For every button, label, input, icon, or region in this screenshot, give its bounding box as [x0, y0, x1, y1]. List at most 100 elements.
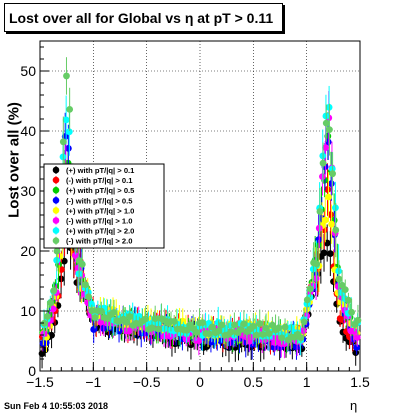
data-point	[332, 226, 340, 234]
data-point	[315, 236, 323, 243]
legend-marker	[52, 237, 60, 244]
data-point	[64, 144, 72, 152]
data-point	[316, 208, 324, 215]
data-point	[63, 72, 70, 80]
data-point	[348, 308, 355, 316]
data-point	[49, 305, 57, 313]
legend-entry: (-) with pT/|q| > 1.0	[66, 217, 132, 226]
data-point	[88, 300, 95, 308]
axes: −1.5 −1 −0.5 0 0.5 1 1.5 0 10 20 30 40 50	[20, 46, 370, 390]
data-point	[265, 330, 273, 337]
data-point	[50, 287, 58, 295]
legend-marker	[52, 197, 60, 204]
data-point	[154, 325, 162, 333]
legend-marker	[52, 186, 60, 194]
x-tick-label: 0	[196, 374, 204, 390]
legend-marker	[52, 207, 60, 214]
chart-title: Lost over all for Global vs η at pT > 0.…	[4, 3, 283, 32]
data-point	[326, 250, 334, 258]
legend-marker	[52, 217, 60, 224]
x-tick-label: 1	[303, 374, 311, 390]
data-point	[269, 321, 276, 329]
data-point	[90, 326, 98, 333]
legend-entry: (+) with pT/|q| > 0.1	[66, 166, 135, 175]
data-point	[170, 318, 178, 325]
data-point	[62, 116, 70, 124]
data-point	[85, 293, 93, 301]
data-point	[78, 260, 86, 268]
data-point	[322, 144, 330, 152]
data-point	[256, 320, 264, 327]
x-tick-label: 0.5	[244, 374, 264, 390]
data-point	[227, 328, 235, 336]
legend-entry: (+) with pT/|q| > 0.5	[66, 186, 135, 195]
data-point	[300, 318, 308, 326]
data-point	[53, 247, 61, 255]
data-point	[327, 211, 335, 218]
data-point	[297, 334, 305, 342]
data-point	[335, 275, 343, 283]
data-point	[324, 186, 331, 193]
data-point	[148, 324, 156, 332]
data-point	[322, 119, 330, 127]
data-point	[97, 307, 105, 315]
data-point	[319, 159, 327, 167]
data-point	[278, 334, 286, 342]
data-point	[281, 323, 289, 331]
data-point	[40, 319, 48, 327]
data-point	[350, 328, 358, 335]
data-point	[99, 324, 107, 332]
data-point	[65, 128, 73, 136]
data-point	[88, 307, 96, 315]
x-tick-label: 1.5	[350, 374, 370, 390]
data-point	[275, 324, 283, 332]
data-point	[123, 318, 131, 326]
data-point	[240, 320, 248, 328]
x-axis-label: η	[350, 398, 358, 413]
data-point	[57, 266, 65, 273]
x-tick-label: −1.5	[26, 374, 54, 390]
data-points	[38, 57, 362, 369]
data-point	[151, 315, 159, 323]
y-tick-label: 40	[20, 123, 36, 139]
x-tick-label: −1	[85, 374, 101, 390]
data-point	[345, 296, 352, 304]
data-point	[325, 193, 332, 201]
data-point	[208, 323, 216, 331]
data-point	[262, 324, 270, 332]
data-point	[259, 331, 267, 338]
legend-entry: (-) with pT/|q| > 2.0	[66, 237, 132, 246]
data-point	[352, 349, 360, 357]
data-point	[354, 316, 362, 324]
data-point	[321, 216, 329, 224]
y-tick-label: 20	[20, 243, 36, 259]
data-point	[47, 299, 55, 307]
legend-marker	[52, 227, 60, 234]
data-point	[326, 126, 333, 134]
legend: (+) with pT/|q| > 0.1(-) with pT/|q| > 0…	[43, 163, 165, 249]
data-point	[300, 327, 307, 335]
data-point	[353, 344, 361, 351]
data-point	[320, 249, 328, 257]
data-point	[82, 281, 89, 289]
data-point	[66, 105, 74, 113]
legend-entry: (-) with pT/|q| > 0.5	[66, 196, 133, 205]
legend-entry: (+) with pT/|q| > 2.0	[66, 227, 134, 236]
data-point	[237, 326, 245, 334]
data-point	[60, 257, 68, 265]
data-point	[205, 330, 213, 338]
y-tick-label: 10	[20, 303, 36, 319]
datestamp: Sun Feb 4 10:55:03 2018	[4, 401, 109, 411]
data-point	[142, 315, 150, 323]
data-point	[341, 286, 349, 294]
legend-marker	[52, 176, 60, 184]
y-tick-label: 30	[20, 183, 36, 199]
legend-entry: (-) with pT/|q| > 0.1	[66, 176, 133, 185]
data-point	[307, 285, 314, 293]
x-tick-label: −0.5	[133, 374, 161, 390]
data-point	[230, 321, 238, 329]
data-point	[126, 313, 134, 320]
legend-entry: (+) with pT/|q| > 1.0	[66, 206, 134, 215]
data-point	[329, 170, 336, 178]
